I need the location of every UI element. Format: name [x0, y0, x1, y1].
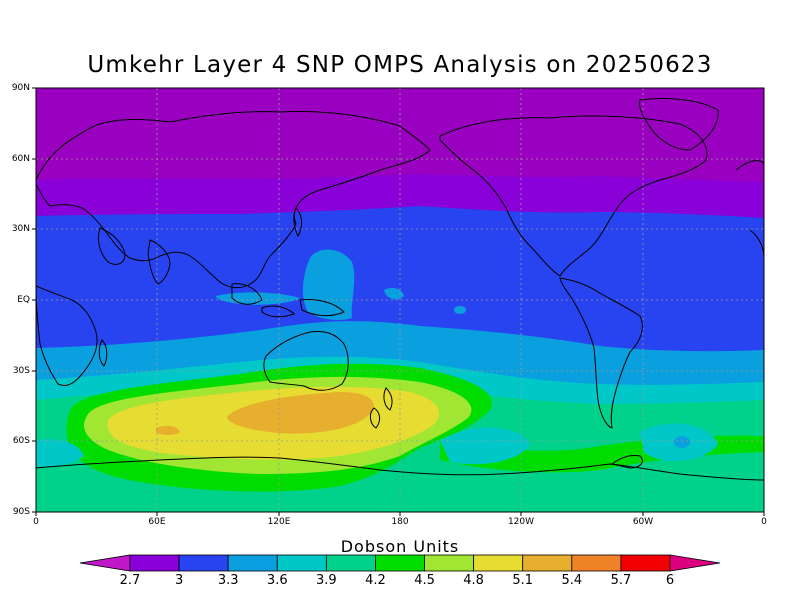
- colorbar-swatch: [375, 554, 425, 572]
- colorbar-swatch: [129, 554, 180, 572]
- coastlines: [36, 98, 764, 481]
- y-tick-label: EQ: [17, 295, 30, 305]
- axis-ticks: [32, 87, 765, 516]
- y-tick-label: 90S: [12, 507, 30, 517]
- colorbar-label: 3: [174, 573, 184, 588]
- colorbar-swatch: [620, 554, 671, 572]
- colorbar: [79, 554, 721, 572]
- colorbar-label: 4.5: [414, 573, 435, 588]
- x-tick-label: 180: [391, 517, 409, 527]
- colorbar-label: 6: [665, 573, 675, 588]
- y-tick-label: 60S: [12, 436, 30, 446]
- colorbar-swatch: [522, 554, 573, 572]
- map-title: Umkehr Layer 4 SNP OMPS Analysis on 2025…: [87, 52, 713, 78]
- colorbar-label: 3.9: [316, 573, 337, 588]
- x-tick-label: 120W: [507, 517, 535, 527]
- map-gridlines: [36, 88, 764, 512]
- colorbar-swatch: [424, 554, 475, 572]
- colorbar-label: 5.4: [561, 573, 583, 588]
- x-tick-label: 60E: [148, 517, 166, 527]
- colorbar-label: 4.2: [365, 573, 386, 588]
- colorbar-label: 4.8: [463, 573, 484, 588]
- colorbar-min-arrow: [79, 554, 131, 572]
- colorbar-title: Dobson Units: [340, 537, 460, 556]
- x-tick-label: 120E: [267, 517, 291, 527]
- colorbar-label: 3.6: [266, 573, 288, 588]
- colorbar-swatch: [276, 554, 327, 572]
- colorbar-swatch: [178, 554, 229, 572]
- colorbar-label: 5.1: [512, 573, 534, 588]
- y-tick-label: 60N: [11, 154, 30, 164]
- y-tick-label: 30S: [12, 366, 30, 376]
- x-tick-label: 0: [33, 517, 39, 527]
- colorbar-swatch: [227, 554, 278, 572]
- y-tick-label: 90N: [11, 83, 30, 93]
- colorbar-label: 3.3: [217, 573, 239, 588]
- colorbar-swatch: [473, 554, 524, 572]
- y-tick-label: 30N: [11, 224, 30, 234]
- colorbar-swatch: [571, 554, 622, 572]
- colorbar-max-arrow: [669, 554, 721, 572]
- x-tick-label: 60W: [632, 517, 654, 527]
- colorbar-label: 2.7: [119, 573, 141, 588]
- colorbar-swatch: [325, 554, 376, 572]
- x-tick-label: 0: [761, 517, 767, 527]
- colorbar-label: 5.7: [610, 573, 632, 588]
